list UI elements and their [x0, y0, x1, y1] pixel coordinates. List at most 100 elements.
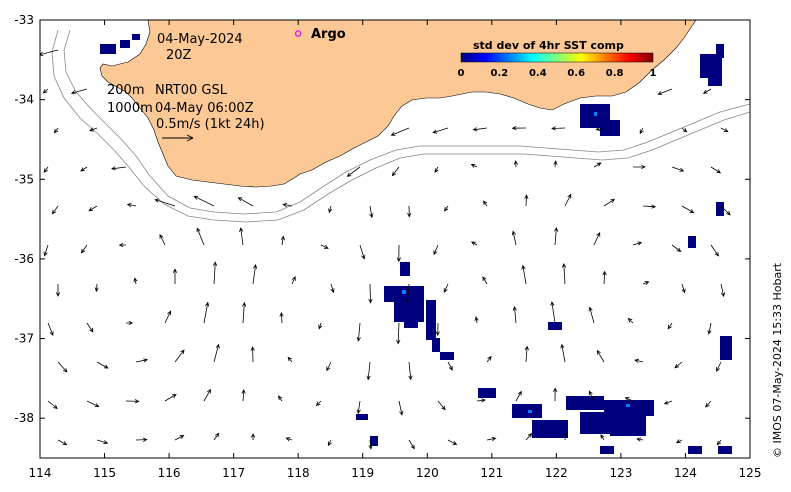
current-arrow — [250, 433, 256, 441]
current-vectors — [40, 49, 731, 450]
current-arrow — [482, 200, 488, 207]
x-tick-label: 117 — [222, 466, 245, 480]
current-arrow — [96, 361, 109, 369]
current-arrow — [596, 349, 605, 363]
current-arrow — [203, 388, 211, 402]
colorbar-title: std dev of 4hr SST comp — [473, 39, 624, 52]
current-arrow — [279, 311, 284, 324]
scale-text: 0.5m/s (1kt 24h) — [156, 117, 265, 132]
current-arrow — [553, 387, 558, 402]
current-arrow — [368, 283, 373, 304]
colorbar-ticks: 0 0.2 0.4 0.6 0.8 1 — [458, 68, 657, 79]
current-arrow — [213, 432, 220, 441]
current-arrow — [474, 316, 479, 324]
current-arrow — [716, 439, 722, 446]
current-arrow — [242, 301, 247, 324]
current-arrow — [89, 127, 98, 132]
current-arrow — [482, 276, 488, 285]
current-arrow — [43, 166, 49, 173]
current-arrow — [434, 166, 439, 173]
colorbar-tick-label: 0.2 — [491, 68, 509, 79]
y-tick-label: -37 — [14, 332, 34, 346]
current-arrow — [53, 127, 59, 134]
y-tick-label: -34 — [14, 93, 34, 107]
y-tick-label: -36 — [14, 252, 34, 266]
current-arrow — [521, 264, 527, 285]
current-arrow — [675, 439, 683, 444]
current-arrow — [710, 244, 719, 257]
x-tick-label: 119 — [351, 466, 374, 480]
colorbar-tick-label: 0.6 — [567, 68, 585, 79]
current-arrow — [126, 320, 134, 326]
current-arrow — [70, 88, 88, 95]
x-tick-label: 122 — [545, 466, 568, 480]
x-tick-label: 123 — [609, 466, 632, 480]
current-arrow — [603, 198, 616, 207]
current-arrow — [118, 242, 127, 248]
current-arrow — [681, 127, 688, 133]
current-arrow — [164, 310, 171, 324]
current-arrow — [681, 205, 695, 214]
contour-200m — [63, 29, 750, 215]
contour-1000m — [51, 29, 750, 223]
current-arrow — [80, 166, 88, 172]
current-arrow — [636, 437, 644, 442]
current-arrow — [396, 244, 401, 263]
current-arrow — [203, 301, 210, 324]
current-arrow — [154, 198, 176, 207]
current-arrow — [511, 230, 517, 246]
x-axis: 114 115 116 117 118 119 120 121 122 123 124 125 — [29, 20, 762, 480]
current-arrow — [241, 388, 246, 402]
current-arrow — [705, 400, 712, 408]
x-tick-label: 124 — [674, 466, 697, 480]
y-tick-label: -38 — [14, 411, 34, 425]
x-tick-label: 125 — [739, 466, 762, 480]
current-arrow — [391, 166, 400, 177]
x-tick-label: 116 — [158, 466, 181, 480]
y-tick-label: -33 — [14, 13, 34, 27]
current-arrow — [472, 127, 488, 132]
current-arrow — [432, 127, 449, 134]
current-arrow — [174, 349, 185, 363]
product-label: NRT00 GSL — [155, 83, 228, 98]
current-arrow — [720, 205, 731, 216]
current-arrow — [667, 322, 673, 330]
credit-text: © IMOS 07-May-2024 15:33 Hobart — [771, 262, 784, 458]
current-arrow — [164, 394, 177, 402]
sst-patches — [100, 34, 732, 454]
colorbar-tick-label: 0 — [458, 68, 465, 79]
current-arrow — [280, 235, 285, 246]
current-arrow — [707, 322, 712, 335]
current-arrow — [716, 361, 722, 372]
colorbar-tick-label: 0.8 — [606, 68, 624, 79]
x-tick-label: 120 — [416, 466, 439, 480]
current-arrow — [408, 361, 413, 381]
current-arrow — [327, 439, 332, 447]
depth-200-label: 200m — [107, 83, 144, 98]
current-arrow — [433, 244, 439, 256]
x-tick-label: 121 — [480, 466, 503, 480]
current-arrow — [588, 390, 595, 402]
current-arrow — [443, 283, 449, 293]
current-arrow — [681, 283, 686, 294]
current-arrow — [320, 244, 329, 249]
current-arrow — [602, 270, 607, 285]
current-arrow — [40, 49, 59, 56]
current-arrow — [595, 126, 605, 131]
current-arrow — [368, 439, 373, 450]
current-arrow — [588, 306, 595, 324]
current-arrow — [369, 205, 374, 219]
current-arrow — [346, 166, 361, 177]
current-arrow — [525, 432, 533, 441]
current-arrow — [513, 160, 518, 168]
current-arrow — [553, 160, 558, 168]
current-arrow — [42, 88, 49, 94]
date-line-2: 20Z — [166, 48, 192, 63]
current-arrow — [437, 400, 446, 411]
current-arrow — [356, 400, 361, 415]
scale-arrow — [162, 134, 194, 142]
current-arrow — [398, 400, 404, 416]
current-arrow — [57, 439, 68, 446]
current-arrow — [318, 322, 323, 330]
current-arrow — [447, 361, 453, 371]
